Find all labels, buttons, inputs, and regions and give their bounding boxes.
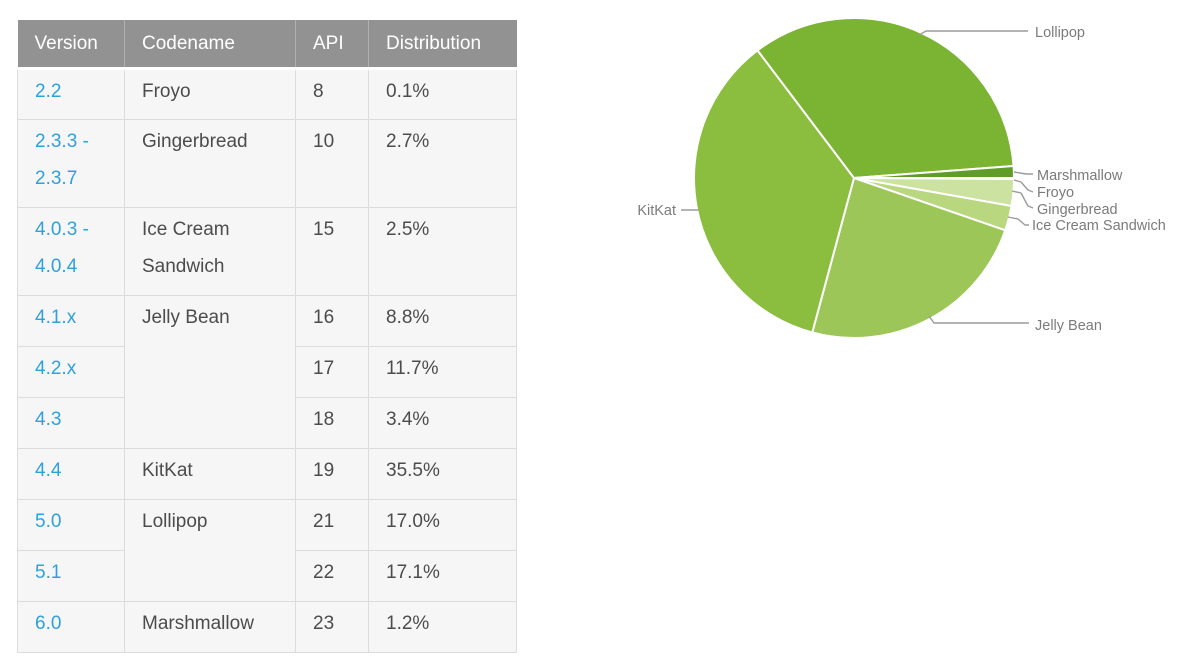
api-cell: 17 bbox=[295, 346, 369, 398]
table-row: 2.3.3 - 2.3.7 Gingerbread 10 2.7% bbox=[17, 119, 517, 208]
distribution-cell: 17.1% bbox=[368, 550, 517, 602]
codename-text: Ice Cream bbox=[142, 219, 230, 240]
version-text: 4.0.3 - bbox=[35, 219, 89, 240]
distribution-cell: 1.2% bbox=[368, 601, 517, 653]
version-text: 6.0 bbox=[35, 613, 62, 634]
version-text: 4.2.x bbox=[35, 358, 77, 379]
version-cell: 4.4 bbox=[17, 448, 125, 500]
leader-line-jelly-bean bbox=[928, 315, 1029, 324]
version-link[interactable]: 4.4 bbox=[35, 459, 116, 482]
distribution-cell: 0.1% bbox=[368, 68, 517, 120]
table-body: 2.2 Froyo 8 0.1% 2.3.3 -2.3.7 Gingerbread 10 2.… bbox=[17, 68, 517, 653]
codename-text: KitKat bbox=[142, 460, 193, 481]
codename-text: Froyo bbox=[142, 81, 191, 102]
distribution-cell: 17.0% bbox=[368, 499, 517, 551]
version-link[interactable]: 2.2 bbox=[35, 80, 116, 103]
version-text: 2.3.7 bbox=[35, 168, 78, 189]
version-cell: 5.0 bbox=[17, 499, 125, 551]
api-cell: 8 bbox=[295, 68, 369, 120]
version-cell: 2.2 bbox=[17, 68, 125, 120]
codename-text: Sandwich bbox=[142, 256, 225, 277]
version-cell: 4.2.x bbox=[17, 346, 125, 398]
leader-line-ice-cream-sandwich bbox=[1007, 216, 1029, 226]
codename-cell: KitKat bbox=[124, 448, 296, 500]
version-cell: 4.0.3 - 4.0.4 bbox=[17, 207, 125, 296]
table-row: 2.2 Froyo 8 0.1% bbox=[17, 68, 517, 120]
version-text: 5.1 bbox=[35, 562, 62, 583]
distribution-cell: 11.7% bbox=[368, 346, 517, 398]
codename-cell: Lollipop bbox=[124, 499, 296, 602]
pie-slice-lollipop bbox=[756, 16, 1015, 179]
version-link[interactable]: 6.0 bbox=[35, 612, 116, 635]
distribution-cell: 2.7% bbox=[368, 119, 517, 208]
version-link[interactable]: 4.3 bbox=[35, 408, 116, 431]
version-link[interactable]: 4.2.x bbox=[35, 357, 116, 380]
table-row: 5.0 Lollipop 21 17.0% bbox=[17, 499, 517, 602]
codename-text: Gingerbread bbox=[142, 131, 248, 152]
column-header-codename: Codename bbox=[124, 20, 296, 70]
table-row: 4.4 KitKat 19 35.5% bbox=[17, 448, 517, 500]
table-row: 4.0.3 - 4.0.4 Ice Cream Sandwich 15 2.5% bbox=[17, 207, 517, 296]
version-text: 4.0.4 bbox=[35, 256, 78, 277]
api-cell: 21 bbox=[295, 499, 369, 551]
pie-slice-marshmallow bbox=[853, 164, 1016, 179]
pie-label-lollipop: Lollipop bbox=[1035, 25, 1085, 41]
version-link[interactable]: 4.0.3 - 4.0.4 bbox=[35, 218, 116, 278]
pie-slice-jelly-bean bbox=[811, 177, 1007, 339]
version-cell: 6.0 bbox=[17, 601, 125, 653]
codename-cell: Gingerbread bbox=[124, 119, 296, 208]
version-link[interactable]: 2.3.3 - 2.3.7 bbox=[35, 130, 116, 190]
distribution-cell: 2.5% bbox=[368, 207, 517, 296]
version-cell: 4.3 bbox=[17, 397, 125, 449]
table-header-row: Version Codename API Distribution bbox=[17, 20, 517, 70]
api-cell: 23 bbox=[295, 601, 369, 653]
leader-line-froyo bbox=[1013, 179, 1034, 193]
distribution-cell: 35.5% bbox=[368, 448, 517, 500]
version-link[interactable]: 4.1.x bbox=[35, 306, 116, 329]
table-row: 4.2.x 17 11.7% bbox=[17, 346, 517, 398]
pie-label-kitkat: KitKat bbox=[637, 203, 676, 219]
api-cell: 10 bbox=[295, 119, 369, 208]
table-row: 6.0 Marshmallow 23 1.2% bbox=[17, 601, 517, 653]
api-cell: 15 bbox=[295, 207, 369, 296]
codename-text: Lollipop bbox=[142, 511, 208, 532]
table-header: Version Codename API Distribution bbox=[17, 20, 517, 70]
pie-slice-kitkat bbox=[693, 49, 855, 334]
version-text: 4.1.x bbox=[35, 307, 77, 328]
api-cell: 16 bbox=[295, 295, 369, 347]
pie-label-jelly-bean: Jelly Bean bbox=[1035, 318, 1102, 334]
leader-line-marshmallow bbox=[1013, 171, 1033, 175]
column-header-distribution: Distribution bbox=[368, 20, 517, 70]
pie-label-froyo: Froyo bbox=[1037, 185, 1074, 201]
codename-cell: Froyo bbox=[124, 68, 296, 120]
codename-cell: Jelly Bean bbox=[124, 295, 296, 449]
version-distribution-table: Version Codename API Distribution 2.2 Froyo 8… bbox=[17, 20, 517, 653]
leader-line-gingerbread bbox=[1011, 190, 1034, 209]
codename-cell: Marshmallow bbox=[124, 601, 296, 653]
column-header-api: API bbox=[295, 20, 369, 70]
codename-text: Marshmallow bbox=[142, 613, 254, 634]
leader-line-lollipop bbox=[918, 30, 1028, 36]
column-header-version: Version bbox=[17, 20, 125, 70]
api-cell: 22 bbox=[295, 550, 369, 602]
pie-label-marshmallow: Marshmallow bbox=[1037, 168, 1123, 184]
distribution-cell: 3.4% bbox=[368, 397, 517, 449]
version-link[interactable]: 5.0 bbox=[35, 510, 116, 533]
version-text: 5.0 bbox=[35, 511, 62, 532]
version-text: 2.2 bbox=[35, 81, 62, 102]
codename-text: Jelly Bean bbox=[142, 307, 230, 328]
version-cell: 2.3.3 - 2.3.7 bbox=[17, 119, 125, 208]
pie-label-ice-cream-sandwich: Ice Cream Sandwich bbox=[1032, 218, 1166, 234]
pie-label-gingerbread: Gingerbread bbox=[1037, 202, 1118, 218]
version-link[interactable]: 5.1 bbox=[35, 561, 116, 584]
version-text: 4.4 bbox=[35, 460, 62, 481]
version-text: 2.3.3 - bbox=[35, 131, 89, 152]
version-text: 4.3 bbox=[35, 409, 62, 430]
